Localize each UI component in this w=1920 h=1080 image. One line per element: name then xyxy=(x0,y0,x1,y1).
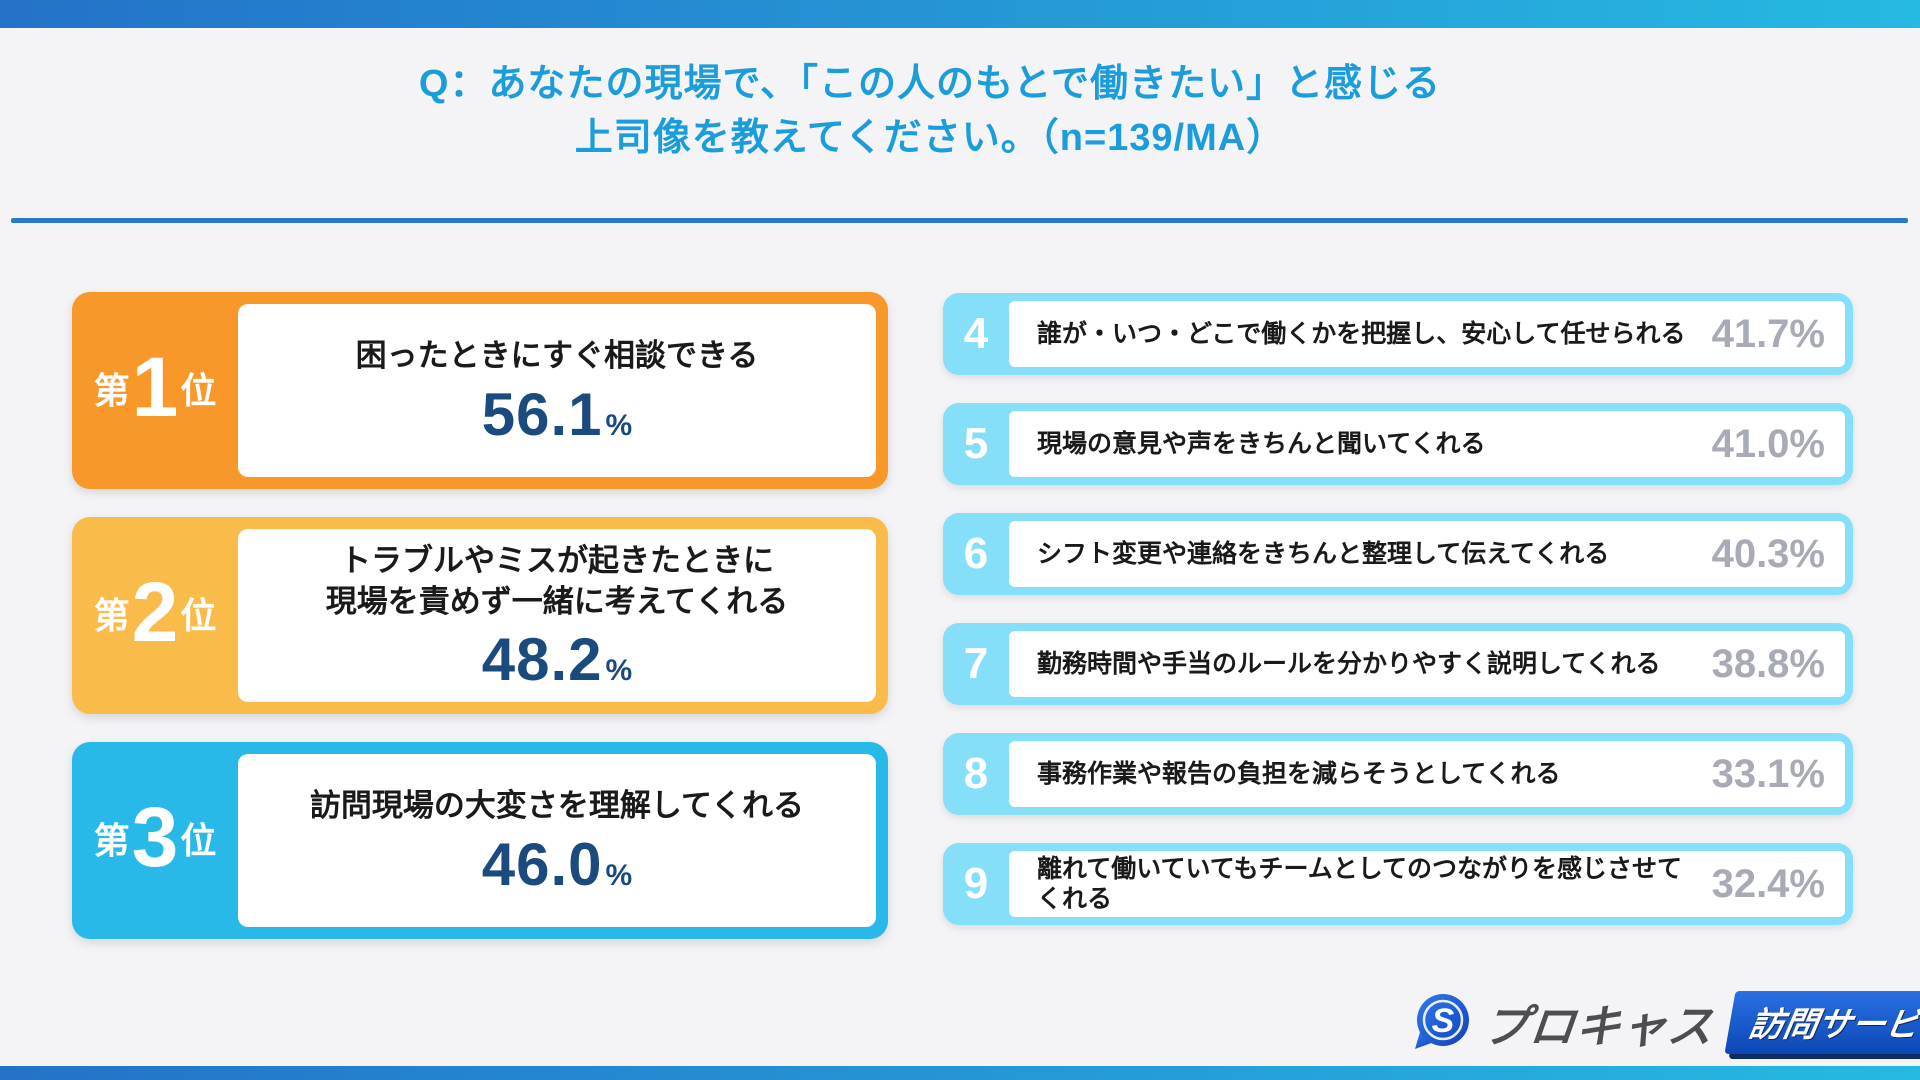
rank-1-percent-unit: % xyxy=(605,408,633,442)
rank-8-label: 事務作業や報告の負担を減らそうとしてくれる xyxy=(1037,760,1561,788)
rank-4-content: 誰が・いつ・どこで働くかを把握し、安心して任せられる 41.7% xyxy=(1009,301,1845,367)
rank-9-percent: 32.4% xyxy=(1711,861,1825,906)
rank-2-label: トラブルやミスが起きたときに 現場を責めず一緒に考えてくれる xyxy=(326,541,789,622)
rank-5-number: 5 xyxy=(963,419,989,468)
rank-suffix: 位 xyxy=(180,819,217,861)
rank-5-row: 5 現場の意見や声をきちんと聞いてくれる 41.0% xyxy=(943,403,1853,485)
rank-4-row: 4 誰が・いつ・どこで働くかを把握し、安心して任せられる 41.7% xyxy=(943,293,1853,375)
rank-3-content: 訪問現場の大変さを理解してくれる 46.0% xyxy=(238,754,876,927)
rank-1-label-line1: 困ったときにすぐ相談できる xyxy=(355,338,759,374)
rank-7-label: 勤務時間や手当のルールを分かりやすく説明してくれる xyxy=(1037,650,1661,678)
rank-8-percent: 33.1% xyxy=(1711,751,1825,796)
rank-2-badge: 第 2 位 xyxy=(72,517,238,714)
rank-5-content: 現場の意見や声をきちんと聞いてくれる 41.0% xyxy=(1009,411,1845,477)
bottom-accent-bar xyxy=(0,1066,1920,1080)
rank-3-card: 第 3 位 訪問現場の大変さを理解してくれる 46.0% xyxy=(72,742,888,939)
rank-1-value: 56.1% xyxy=(482,384,633,445)
brand-service-badge: 訪問サービス xyxy=(1724,990,1920,1054)
svg-text:S: S xyxy=(1432,1002,1455,1040)
rank-2-card: 第 2 位 トラブルやミスが起きたときに 現場を責めず一緒に考えてくれる 48.… xyxy=(72,517,888,714)
rank-number: 1 xyxy=(131,339,179,434)
rank-3-badge: 第 3 位 xyxy=(72,742,238,939)
top-accent-bar xyxy=(0,0,1920,28)
rank-9-number: 9 xyxy=(963,859,989,908)
rank-6-label: シフト変更や連絡をきちんと整理して伝えてくれる xyxy=(1037,540,1610,568)
rank-7-row: 7 勤務時間や手当のルールを分かりやすく説明してくれる 38.8% xyxy=(943,623,1853,705)
rank-1-percent-number: 56.1 xyxy=(481,380,603,448)
rank-7-number: 7 xyxy=(963,639,989,688)
rank-1-content: 困ったときにすぐ相談できる 56.1% xyxy=(238,304,876,477)
rank-2-percent-number: 48.2 xyxy=(481,625,603,693)
rank-4-number: 4 xyxy=(963,309,989,358)
rank-2-label-line1: トラブルやミスが起きたときに xyxy=(340,543,774,579)
rank-6-percent: 40.3% xyxy=(1711,531,1825,576)
rank-suffix: 位 xyxy=(180,594,217,636)
rank-2-value: 48.2% xyxy=(482,629,633,690)
rank-8-number: 8 xyxy=(963,749,989,798)
rank-2-label-line2: 現場を責めず一緒に考えてくれる xyxy=(325,583,789,619)
survey-question-title: Q：あなたの現場で、「この人のもとで働きたい」と感じる 上司像を教えてください。… xyxy=(0,58,1860,166)
rank-5-percent: 41.0% xyxy=(1711,421,1825,466)
title-line-1: Q：あなたの現場で、「この人のもとで働きたい」と感じる xyxy=(418,63,1442,105)
rank-suffix: 位 xyxy=(180,369,217,411)
rank-2-percent-unit: % xyxy=(605,653,633,687)
rank-7-percent: 38.8% xyxy=(1711,641,1825,686)
procas-logo-icon: S xyxy=(1415,994,1469,1049)
rank-prefix: 第 xyxy=(93,369,130,411)
rank-6-number: 6 xyxy=(963,529,989,578)
rank-8-row: 8 事務作業や報告の負担を減らそうとしてくれる 33.1% xyxy=(943,733,1853,815)
rank-1-card: 第 1 位 困ったときにすぐ相談できる 56.1% xyxy=(72,292,888,489)
rank-4-label: 誰が・いつ・どこで働くかを把握し、安心して任せられる xyxy=(1037,320,1686,348)
rank-5-label: 現場の意見や声をきちんと聞いてくれる xyxy=(1037,430,1486,458)
rank-9-content: 離れて働いていてもチームとしてのつながりを感じさせてくれる 32.4% xyxy=(1009,851,1845,917)
brand-footer: S プロキャス 訪問サービス xyxy=(1412,990,1920,1054)
rank-2-content: トラブルやミスが起きたときに 現場を責めず一緒に考えてくれる 48.2% xyxy=(238,529,876,702)
rank-3-percent-unit: % xyxy=(605,858,633,892)
rank-3-label-line1: 訪問現場の大変さを理解してくれる xyxy=(309,788,805,824)
rank-6-content: シフト変更や連絡をきちんと整理して伝えてくれる 40.3% xyxy=(1009,521,1845,587)
rank-number: 2 xyxy=(131,564,179,659)
rank-1-badge: 第 1 位 xyxy=(72,292,238,489)
rank-number: 3 xyxy=(131,789,179,884)
rank-1-label: 困ったときにすぐ相談できる xyxy=(356,336,759,376)
title-divider xyxy=(11,218,1908,223)
rank-3-label: 訪問現場の大変さを理解してくれる xyxy=(310,786,804,826)
rank-3-percent-number: 46.0 xyxy=(481,830,603,898)
rank-9-row: 9 離れて働いていてもチームとしてのつながりを感じさせてくれる 32.4% xyxy=(943,843,1853,925)
rank-4-percent: 41.7% xyxy=(1711,311,1825,356)
rank-8-content: 事務作業や報告の負担を減らそうとしてくれる 33.1% xyxy=(1009,741,1845,807)
brand-name: プロキャス xyxy=(1480,1000,1717,1052)
brand-service-badge-label: 訪問サービス xyxy=(1746,1005,1920,1044)
rank-prefix: 第 xyxy=(93,819,130,861)
rank-6-row: 6 シフト変更や連絡をきちんと整理して伝えてくれる 40.3% xyxy=(943,513,1853,595)
rank-prefix: 第 xyxy=(93,594,130,636)
rank-3-value: 46.0% xyxy=(482,834,633,895)
title-line-2: 上司像を教えてください。（n=139/MA） xyxy=(574,116,1286,159)
rank-9-label: 離れて働いていてもチームとしてのつながりを感じさせてくれる xyxy=(1037,855,1683,913)
rank-7-content: 勤務時間や手当のルールを分かりやすく説明してくれる 38.8% xyxy=(1009,631,1845,697)
